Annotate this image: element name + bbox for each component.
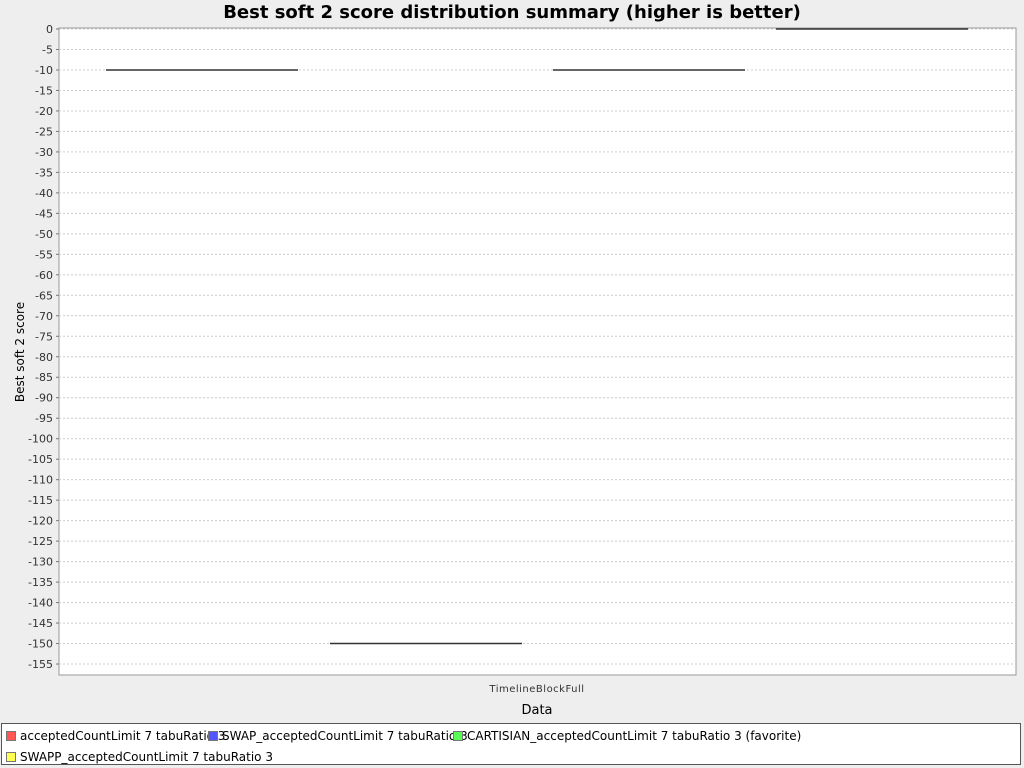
legend-item: acceptedCountLimit 7 tabuRatio 3: [6, 729, 225, 743]
y-tick-label: -15: [35, 84, 53, 97]
legend-swatch: [208, 731, 218, 741]
y-tick-label: -10: [35, 64, 53, 77]
legend-label: SWAPP_acceptedCountLimit 7 tabuRatio 3: [20, 750, 273, 764]
y-tick-label: -20: [35, 105, 53, 118]
y-tick-label: -65: [35, 289, 53, 302]
y-tick-label: -70: [35, 310, 53, 323]
y-tick-label: -95: [35, 412, 53, 425]
y-tick-label: -60: [35, 269, 53, 282]
y-tick-label: -130: [28, 556, 53, 569]
y-tick-label: -40: [35, 187, 53, 200]
y-tick-label: -5: [42, 43, 53, 56]
y-tick-label: -85: [35, 371, 53, 384]
y-tick-label: -100: [28, 433, 53, 446]
y-tick-label: -30: [35, 146, 53, 159]
x-tick-label: TimelineBlockFull: [488, 684, 584, 695]
y-tick-label: -50: [35, 228, 53, 241]
plot-area: [58, 27, 1017, 676]
legend-item: SWAP_acceptedCountLimit 7 tabuRatio 3: [208, 729, 468, 743]
y-tick-label: -140: [28, 597, 53, 610]
y-tick-label: 0: [46, 23, 53, 36]
legend-label: acceptedCountLimit 7 tabuRatio 3: [20, 729, 226, 743]
y-tick-label: -135: [28, 576, 53, 589]
y-tick-label: -120: [28, 515, 53, 528]
y-axis-label: Best soft 2 score: [13, 302, 27, 402]
y-tick-label: -45: [35, 207, 53, 220]
y-tick-label: -115: [28, 494, 53, 507]
y-tick-label: -75: [35, 330, 53, 343]
legend-swatch: [6, 752, 16, 762]
chart-title: Best soft 2 score distribution summary (…: [223, 2, 801, 23]
grid-lines: [59, 28, 1016, 665]
data-marks: [106, 28, 968, 645]
legend-item: CARTISIAN_acceptedCountLimit 7 tabuRatio…: [453, 729, 801, 743]
y-tick-label: -80: [35, 351, 53, 364]
y-tick-label: -145: [28, 617, 53, 630]
chart-canvas: 0 -5 -10 -15 -20 -25 -30 -35 -40 -45 -50 -55 -60 -65 -…: [13, 23, 1017, 718]
legend-label: SWAP_acceptedCountLimit 7 tabuRatio 3: [222, 729, 468, 743]
y-tick-label: -90: [35, 392, 53, 405]
legend-label: CARTISIAN_acceptedCountLimit 7 tabuRatio…: [467, 729, 802, 743]
legend-swatch: [453, 731, 463, 741]
legend-swatch: [6, 731, 16, 741]
y-tick-label: -35: [35, 166, 53, 179]
y-axis-ticks: 0 -5 -10 -15 -20 -25 -30 -35 -40 -45 -50 -55 -60 -65 -…: [28, 23, 59, 671]
legend-item: SWAPP_acceptedCountLimit 7 tabuRatio 3: [6, 750, 273, 764]
x-axis-label: Data: [521, 703, 552, 718]
y-tick-label: -55: [35, 248, 53, 261]
legend: acceptedCountLimit 7 tabuRatio 3 SWAP_acc…: [1, 723, 1021, 765]
y-tick-label: -25: [35, 125, 53, 138]
y-tick-label: -150: [28, 638, 53, 651]
y-tick-label: -155: [28, 658, 53, 671]
y-tick-label: -110: [28, 474, 53, 487]
y-tick-label: -105: [28, 453, 53, 466]
y-tick-label: -125: [28, 535, 53, 548]
